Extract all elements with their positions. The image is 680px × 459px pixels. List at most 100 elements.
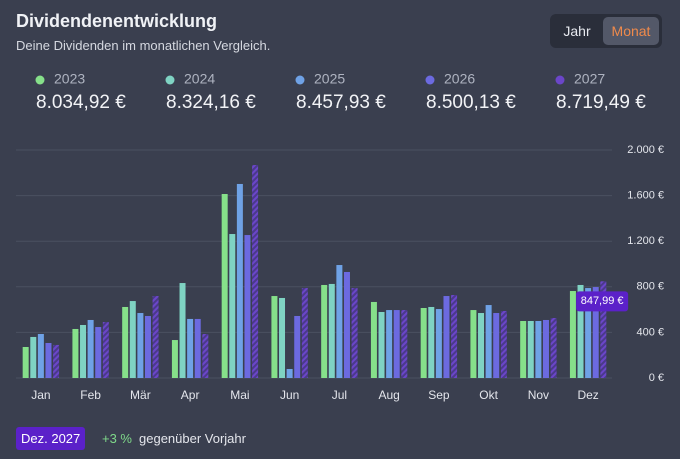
bar [443, 296, 450, 378]
x-tick-label: Nov [528, 388, 549, 402]
y-tick-label: 2.000 € [627, 144, 664, 156]
bar [343, 271, 350, 378]
period-badge: Dez. 2027 [16, 427, 86, 450]
bar [102, 322, 109, 378]
bar [569, 291, 576, 378]
x-tick-label: Dez [577, 388, 598, 402]
bar [493, 313, 500, 378]
bar [428, 306, 435, 378]
toggle-jahr[interactable]: Jahr [563, 23, 591, 39]
bar [137, 313, 144, 378]
bar [542, 319, 549, 378]
bar [122, 306, 129, 378]
bar [22, 346, 29, 378]
bar [500, 310, 507, 378]
bar [194, 318, 201, 378]
legend-dot [295, 75, 305, 85]
bar [294, 315, 301, 378]
bar [470, 310, 477, 378]
bar [95, 327, 102, 378]
bar [286, 368, 293, 378]
bar [585, 288, 592, 378]
bar [229, 234, 236, 378]
bar [393, 310, 400, 378]
bar [485, 305, 492, 378]
bar [37, 333, 44, 378]
legend-label: 2026 [444, 71, 475, 87]
bar [478, 313, 485, 378]
y-tick-label: 800 € [636, 281, 664, 293]
x-tick-label: Apr [181, 388, 200, 402]
x-tick-label: Okt [479, 388, 498, 402]
bar [328, 283, 335, 378]
x-tick-label: Mai [230, 388, 249, 402]
bar [370, 301, 377, 378]
bar [378, 311, 385, 378]
legend-dot [555, 75, 565, 85]
bar [321, 284, 328, 378]
legend-dot [35, 75, 45, 85]
bar [420, 308, 427, 378]
legend-total: 8.719,49 € [556, 92, 646, 113]
y-tick-label: 1.600 € [627, 190, 664, 202]
tooltip-bg [576, 291, 629, 312]
x-tick-label: Mär [130, 388, 151, 402]
x-tick-label: Aug [378, 388, 399, 402]
x-tick-label: Jun [280, 388, 299, 402]
bar [72, 328, 79, 378]
bar [271, 296, 278, 378]
bar [45, 343, 52, 378]
x-tick-label: Jul [332, 388, 347, 402]
legend-total: 8.034,92 € [36, 92, 126, 113]
x-tick-label: Jan [31, 388, 50, 402]
bar [336, 265, 343, 378]
legend-label: 2027 [574, 71, 605, 87]
bar [152, 296, 159, 378]
bar [252, 165, 259, 378]
tooltip-label: 847,99 € [581, 295, 624, 307]
bar [87, 319, 94, 378]
x-tick-label: Feb [80, 388, 101, 402]
bar [592, 287, 599, 378]
bar [80, 324, 87, 378]
change: +3 % [102, 431, 132, 446]
bar [244, 235, 251, 378]
title: Dividendenentwicklung [16, 11, 218, 31]
legend-total: 8.500,13 € [426, 92, 516, 113]
x-tick-label: Sep [428, 388, 450, 402]
legend-total: 8.457,93 € [296, 92, 386, 113]
bar [520, 321, 527, 378]
bar [600, 281, 607, 378]
bar [129, 301, 136, 378]
bar [550, 318, 557, 378]
bar [401, 310, 408, 378]
legend-dot [425, 75, 435, 85]
bar [279, 297, 286, 378]
subtitle: Deine Dividenden im monatlichen Vergleic… [16, 38, 271, 53]
bar [451, 295, 458, 378]
bar [144, 315, 151, 378]
bar [30, 336, 37, 378]
bar [386, 310, 393, 378]
change-text: gegenüber Vorjahr [139, 431, 246, 446]
legend-dot [165, 75, 175, 85]
legend-total: 8.324,16 € [166, 92, 256, 113]
bar [351, 288, 358, 378]
y-tick-label: 400 € [636, 326, 664, 338]
bar [577, 284, 584, 378]
bar [435, 309, 442, 378]
bar [171, 340, 178, 378]
bar [187, 318, 194, 378]
y-tick-label: 0 € [649, 372, 664, 384]
bar [301, 288, 308, 378]
legend-label: 2025 [314, 71, 345, 87]
toggle: Jahr Monat [550, 14, 662, 48]
bar [236, 183, 243, 378]
bar [179, 283, 186, 378]
bar [527, 321, 534, 378]
y-tick-label: 1.200 € [627, 235, 664, 247]
bar [53, 344, 60, 378]
legend-label: 2024 [184, 71, 215, 87]
toggle-monat[interactable]: Monat [603, 17, 659, 45]
